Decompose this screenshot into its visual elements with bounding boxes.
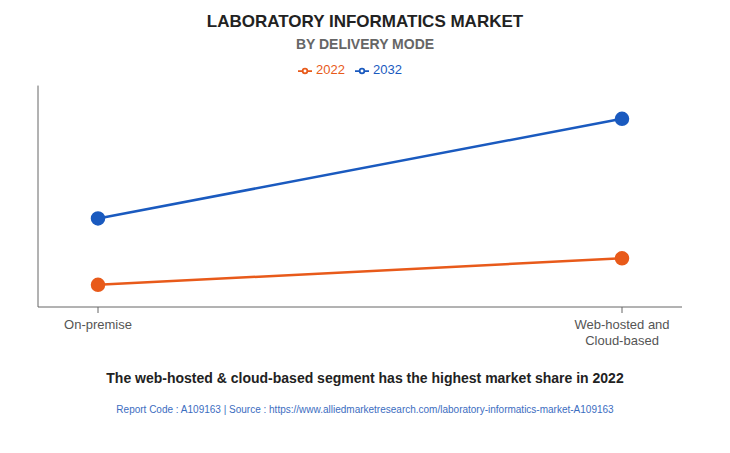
html-text:The web-hosted & cloud-based s: The web-hosted & cloud-based segment has… xyxy=(106,370,624,386)
html-text:LABORATORY INFORMATICS MARKET: LABORATORY INFORMATICS MARKET xyxy=(206,12,524,31)
html-text:2022: 2022 xyxy=(316,62,345,77)
html-text:2032: 2032 xyxy=(373,62,402,77)
svg-text:Web-hosted andCloud-based: Web-hosted andCloud-based xyxy=(574,317,669,348)
html-text:BY DELIVERY MODE: BY DELIVERY MODE xyxy=(295,36,435,52)
svg-text:On-premise: On-premise xyxy=(64,317,132,332)
html-text:Report Code : A109163 | Source: Report Code : A109163 | Source : https:/… xyxy=(116,404,614,415)
